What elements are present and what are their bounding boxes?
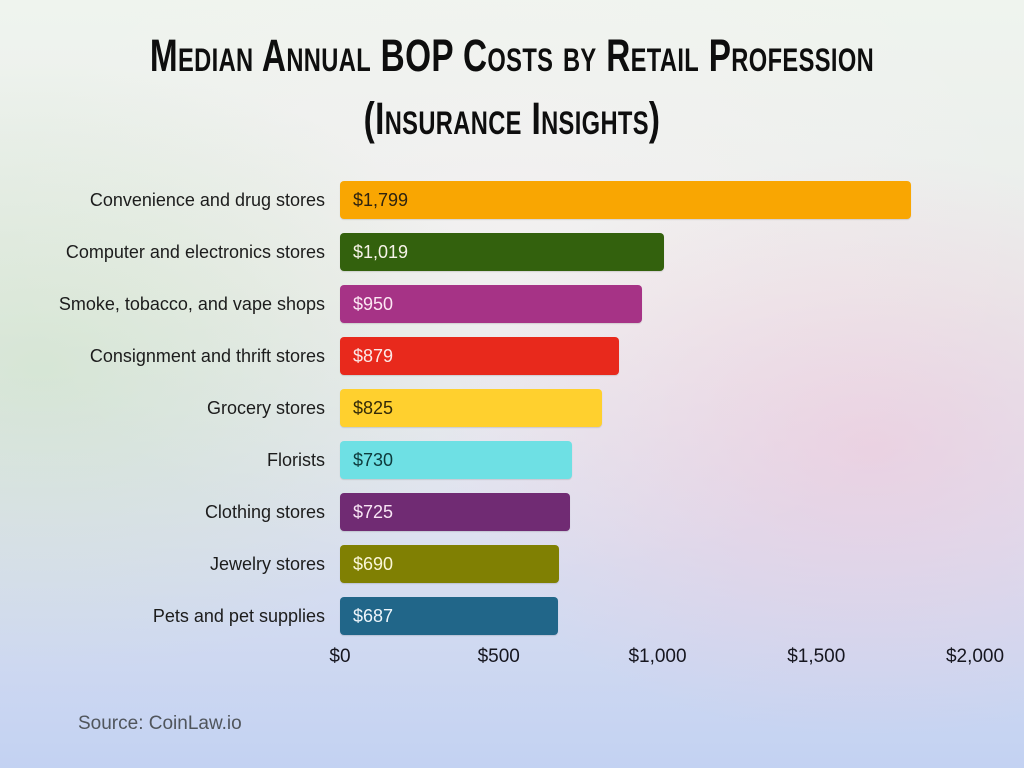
x-tick-label: $0 [329,646,351,667]
category-label: Jewelry stores [209,554,325,574]
bar: $687 [340,597,559,635]
category-label: Computer and electronics stores [65,242,325,262]
bar: $1,019 [340,233,664,271]
value-label: $690 [353,553,394,574]
bar: $950 [340,285,642,323]
category-label: Grocery stores [206,398,325,418]
category-label: Clothing stores [204,502,325,522]
plot-area: $879 [340,337,975,375]
bar-chart: Convenience and drug stores $1,799 Compu… [0,181,1024,676]
bar-row: Grocery stores $825 [0,389,1024,427]
value-label: $725 [353,501,394,522]
x-tick-label: $1,000 [628,646,687,667]
bar-row: Smoke, tobacco, and vape shops $950 [0,285,1024,323]
plot-area: $950 [340,285,975,323]
source-caption: Source: CoinLaw.io [78,713,242,734]
x-axis: $0 $500 $1,000 $1,500 $2,000 [329,646,1004,676]
bar-row: Convenience and drug stores $1,799 [0,181,1024,219]
bar: $1,799 [340,181,912,219]
x-tick-label: $1,500 [787,646,846,667]
plot-area: $825 [340,389,975,427]
category-label: Smoke, tobacco, and vape shops [58,294,325,314]
x-tick-label: $2,000 [945,646,1005,667]
chart-title: Median Annual BOP Costs by Retail Profes… [0,24,1024,150]
bar-row: Consignment and thrift stores $879 [0,337,1024,375]
x-tick-label: $500 [477,646,520,667]
category-label: Convenience and drug stores [89,190,325,210]
bar-row: Jewelry stores $690 [0,545,1024,583]
plot-area: $1,799 [340,181,975,219]
category-label: Pets and pet supplies [152,606,325,626]
bar-row: Florists $730 [0,441,1024,479]
value-label: $825 [353,397,394,418]
bar: $725 [340,493,571,531]
plot-area: $690 [340,545,975,583]
bar: $825 [340,389,602,427]
plot-area: $730 [340,441,975,479]
bar: $730 [340,441,572,479]
category-label: Florists [267,450,325,470]
value-label: $730 [353,449,394,470]
plot-area: $725 [340,493,975,531]
bar-rows: Convenience and drug stores $1,799 Compu… [0,181,1024,635]
value-label: $1,799 [353,189,409,210]
bar-row: Computer and electronics stores $1,019 [0,233,1024,271]
category-label: Consignment and thrift stores [89,346,325,366]
chart-title-line1: Median Annual BOP Costs by Retail Profes… [149,30,875,81]
chart-title-line2: (Insurance Insights) [363,93,661,144]
value-label: $950 [353,293,394,314]
value-label: $879 [353,345,394,366]
bar: $879 [340,337,620,375]
bar-row: Clothing stores $725 [0,493,1024,531]
bar: $690 [340,545,560,583]
plot-area: $1,019 [340,233,975,271]
bar-row: Pets and pet supplies $687 [0,597,1024,635]
plot-area: $687 [340,597,975,635]
value-label: $1,019 [353,241,409,262]
value-label: $687 [353,605,394,626]
